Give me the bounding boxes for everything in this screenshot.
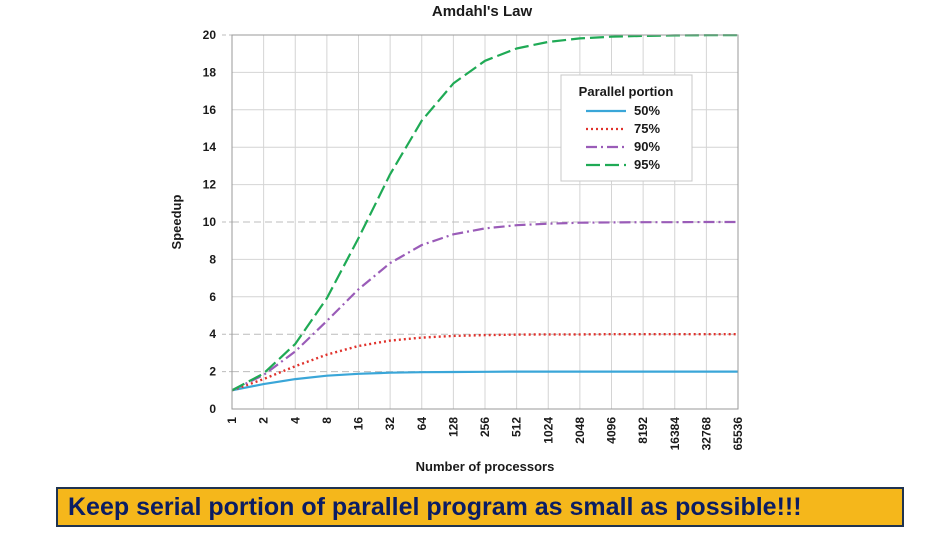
x-tick-label: 2: [257, 417, 271, 424]
series-line-75pct: [231, 333, 738, 392]
legend-entries: 50% 75% 90% 95%: [586, 103, 660, 172]
takeaway-text: Keep serial portion of parallel program …: [68, 492, 802, 521]
x-tick-label: 64: [415, 417, 429, 431]
y-tick-label: 14: [203, 140, 217, 154]
x-tick-label: 4096: [605, 417, 619, 444]
y-tick-label: 12: [203, 178, 217, 192]
y-tick-label: 6: [209, 290, 216, 304]
x-tick-label: 16: [352, 417, 366, 431]
y-tick-label: 10: [203, 215, 217, 229]
legend-entry-label: 75%: [634, 121, 660, 136]
x-tick-label: 65536: [731, 417, 745, 451]
y-tick-label: 0: [209, 402, 216, 416]
y-axis-label: Speedup: [169, 194, 184, 249]
chart-title: Amdahl's Law: [432, 3, 533, 20]
legend-entry-label: 50%: [634, 103, 660, 118]
x-tick-label: 512: [510, 417, 524, 437]
legend-title: Parallel portion: [579, 84, 674, 99]
x-tick-label: 1: [225, 417, 239, 424]
y-tick-label: 2: [209, 365, 216, 379]
x-tick-labels: 1 2 4 8 16 32 64 128 256 512 1024 2048 4096 8192 16384…: [225, 417, 745, 451]
legend-entry-label: 95%: [634, 157, 660, 172]
series-line-95pct: [231, 34, 738, 392]
x-tick-label: 32: [383, 417, 397, 431]
takeaway-banner: Keep serial portion of parallel program …: [56, 487, 904, 527]
x-tick-label: 2048: [573, 417, 587, 444]
legend-entry-label: 90%: [634, 139, 660, 154]
x-tick-label: 4: [288, 417, 302, 424]
y-tick-label: 20: [203, 28, 217, 42]
y-tick-label: 16: [203, 103, 217, 117]
x-tick-label: 32768: [699, 417, 713, 451]
x-axis-label: Number of processors: [416, 459, 555, 474]
x-tick-label: 16384: [668, 417, 682, 451]
x-tick-label: 8192: [636, 417, 650, 444]
y-tick-label: 18: [203, 65, 217, 79]
series-lines: [231, 34, 738, 392]
legend-box: [560, 74, 693, 182]
x-tick-label: 128: [446, 417, 460, 437]
x-tick-label: 1024: [541, 417, 555, 444]
x-tick-label: 8: [320, 417, 334, 424]
plot-frame: [231, 34, 739, 410]
x-tick-label: 256: [478, 417, 492, 437]
y-tick-labels: 0 2 4 6 8 10 12 14 16 18 20: [203, 28, 217, 416]
y-tick-label: 4: [209, 327, 216, 341]
series-line-50pct: [231, 370, 738, 392]
y-tick-label: 8: [209, 252, 216, 266]
legend: Parallel portion 50% 75% 90% 95%: [560, 74, 693, 182]
